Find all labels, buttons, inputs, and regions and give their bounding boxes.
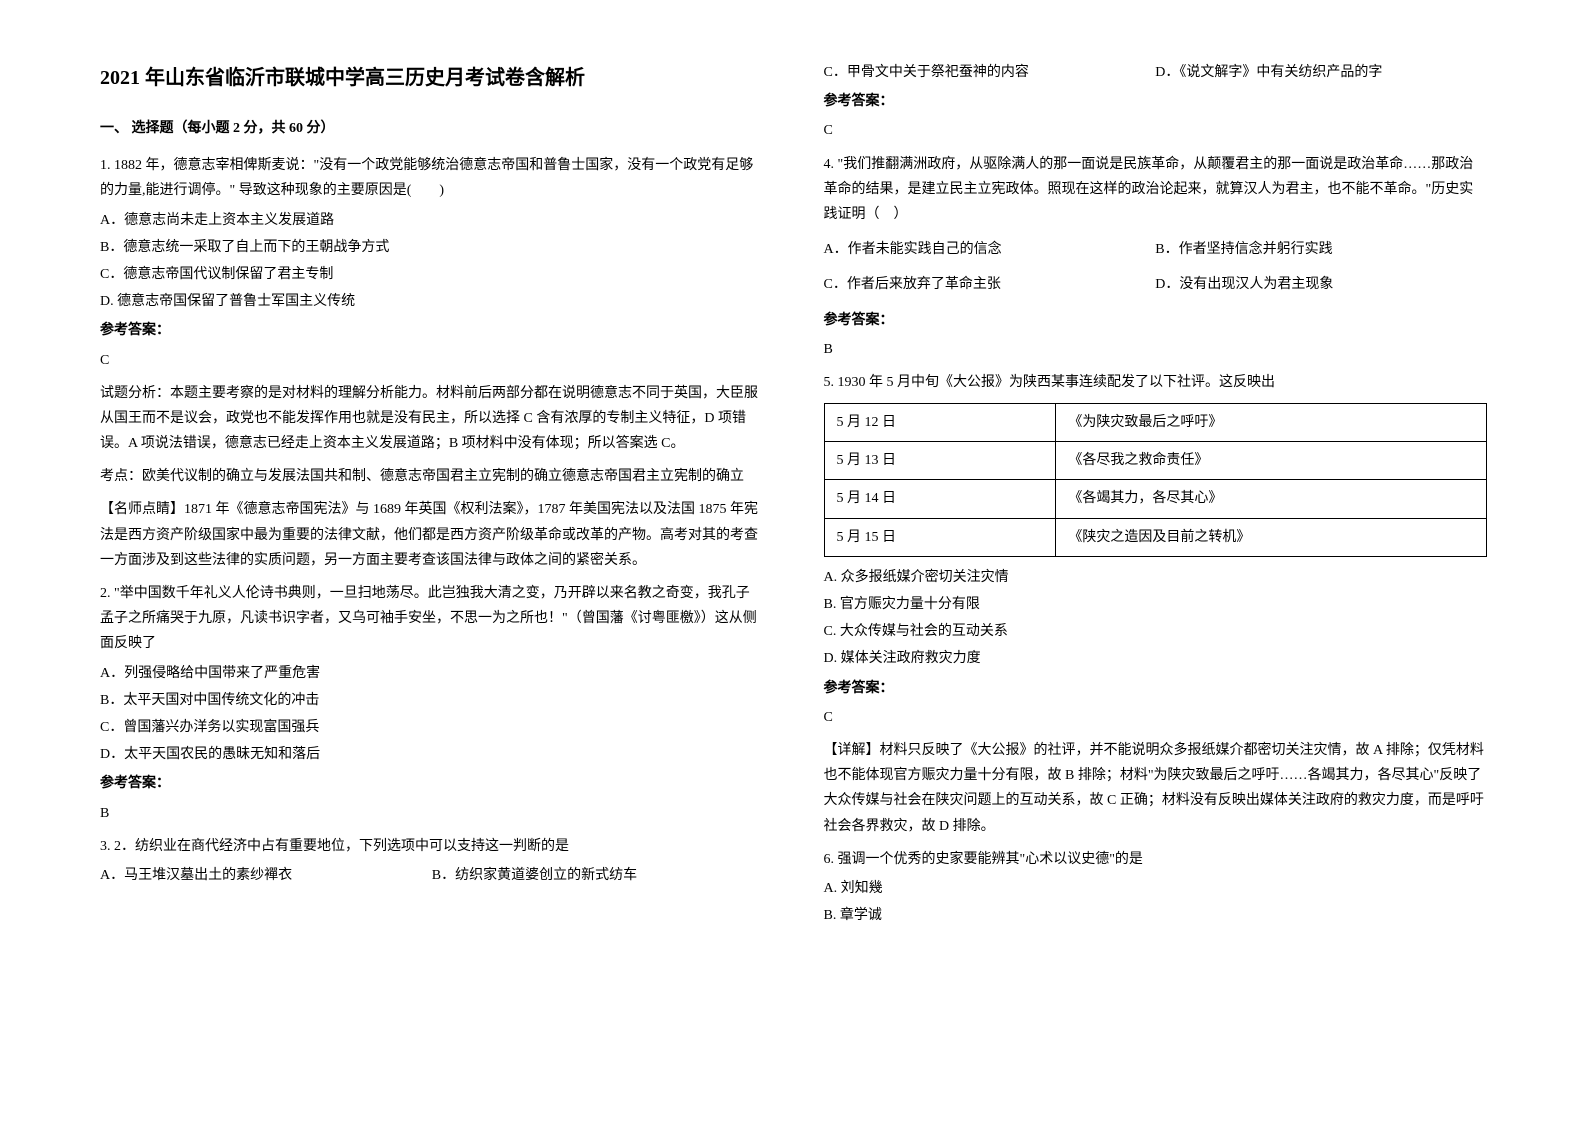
q1-option-c: C．德意志帝国代议制保留了君主专制	[100, 262, 764, 287]
table-cell: 5 月 13 日	[824, 442, 1056, 480]
question-5: 5. 1930 年 5 月中旬《大公报》为陕西某事连续配发了以下社评。这反映出 …	[824, 370, 1488, 839]
q1-explanation-1: 试题分析：本题主要考察的是对材料的理解分析能力。材料前后两部分都在说明德意志不同…	[100, 381, 764, 457]
question-2: 2. "举中国数千年礼义人伦诗书典则，一旦扫地荡尽。此岂独我大清之变，乃开辟以来…	[100, 581, 764, 826]
q2-option-d: D．太平天国农民的愚昧无知和落后	[100, 742, 764, 767]
q3-text: 3. 2．纺织业在商代经济中占有重要地位，下列选项中可以支持这一判断的是	[100, 834, 764, 859]
q3-options-row2: C．甲骨文中关于祭祀蚕神的内容 D．《说文解字》中有关纺织产品的字	[824, 60, 1488, 85]
q2-option-b: B．太平天国对中国传统文化的冲击	[100, 688, 764, 713]
right-column: C．甲骨文中关于祭祀蚕神的内容 D．《说文解字》中有关纺织产品的字 参考答案： …	[824, 60, 1488, 936]
q3-option-a: A．马王堆汉墓出土的素纱襌衣	[100, 863, 432, 888]
table-cell: 5 月 12 日	[824, 404, 1056, 442]
q5-answer: C	[824, 705, 1488, 730]
table-cell: 《为陕灾致最后之呼吁》	[1056, 404, 1487, 442]
q5-option-b: B. 官方赈灾力量十分有限	[824, 592, 1488, 617]
q4-options-row1: A．作者未能实践自己的信念 B．作者坚持信念并躬行实践	[824, 237, 1488, 262]
q4-text: 4. "我们推翻满洲政府，从驱除满人的那一面说是民族革命，从颠覆君主的那一面说是…	[824, 152, 1488, 228]
q5-option-d: D. 媒体关注政府救灾力度	[824, 646, 1488, 671]
q1-answer: C	[100, 348, 764, 373]
q2-text: 2. "举中国数千年礼义人伦诗书典则，一旦扫地荡尽。此岂独我大清之变，乃开辟以来…	[100, 581, 764, 657]
q2-answer: B	[100, 801, 764, 826]
section-1-heading: 一、 选择题（每小题 2 分，共 60 分）	[100, 116, 764, 141]
table-row: 5 月 13 日 《各尽我之救命责任》	[824, 442, 1487, 480]
q2-options: A．列强侵略给中国带来了严重危害 B．太平天国对中国传统文化的冲击 C．曾国藩兴…	[100, 661, 764, 768]
q1-options: A．德意志尚未走上资本主义发展道路 B．德意志统一采取了自上而下的王朝战争方式 …	[100, 208, 764, 315]
table-cell: 《各尽我之救命责任》	[1056, 442, 1487, 480]
q6-text: 6. 强调一个优秀的史家要能辨其"心术以议史德"的是	[824, 847, 1488, 872]
q5-table: 5 月 12 日 《为陕灾致最后之呼吁》 5 月 13 日 《各尽我之救命责任》…	[824, 403, 1488, 557]
question-6: 6. 强调一个优秀的史家要能辨其"心术以议史德"的是 A. 刘知幾 B. 章学诚	[824, 847, 1488, 929]
q2-answer-label: 参考答案：	[100, 771, 764, 796]
left-column: 2021 年山东省临沂市联城中学高三历史月考试卷含解析 一、 选择题（每小题 2…	[100, 60, 764, 936]
q4-answer-label: 参考答案：	[824, 308, 1488, 333]
exam-title: 2021 年山东省临沂市联城中学高三历史月考试卷含解析	[100, 60, 764, 96]
q4-answer: B	[824, 337, 1488, 362]
question-4: 4. "我们推翻满洲政府，从驱除满人的那一面说是民族革命，从颠覆君主的那一面说是…	[824, 152, 1488, 362]
table-row: 5 月 12 日 《为陕灾致最后之呼吁》	[824, 404, 1487, 442]
q2-option-c: C．曾国藩兴办洋务以实现富国强兵	[100, 715, 764, 740]
q1-text: 1. 1882 年，德意志宰相俾斯麦说："没有一个政党能够统治德意志帝国和普鲁士…	[100, 153, 764, 203]
q4-option-d: D．没有出现汉人为君主现象	[1155, 272, 1487, 297]
q1-option-b: B．德意志统一采取了自上而下的王朝战争方式	[100, 235, 764, 260]
q1-explanation-3: 【名师点睛】1871 年《德意志帝国宪法》与 1689 年英国《权利法案》，17…	[100, 497, 764, 573]
q5-option-c: C. 大众传媒与社会的互动关系	[824, 619, 1488, 644]
q5-explanation: 【详解】材料只反映了《大公报》的社评，并不能说明众多报纸媒介都密切关注灾情，故 …	[824, 738, 1488, 839]
table-row: 5 月 14 日 《各竭其力，各尽其心》	[824, 480, 1487, 518]
table-cell: 5 月 14 日	[824, 480, 1056, 518]
q2-option-a: A．列强侵略给中国带来了严重危害	[100, 661, 764, 686]
q3-options-row1: A．马王堆汉墓出土的素纱襌衣 B．纺织家黄道婆创立的新式纺车	[100, 863, 764, 888]
table-row: 5 月 15 日 《陕灾之造因及目前之转机》	[824, 518, 1487, 556]
q3-option-c: C．甲骨文中关于祭祀蚕神的内容	[824, 60, 1156, 85]
q6-option-a: A. 刘知幾	[824, 876, 1488, 901]
q1-option-d: D. 德意志帝国保留了普鲁士军国主义传统	[100, 289, 764, 314]
q1-explanation-2: 考点：欧美代议制的确立与发展法国共和制、德意志帝国君主立宪制的确立德意志帝国君主…	[100, 464, 764, 489]
q3-option-d: D．《说文解字》中有关纺织产品的字	[1155, 60, 1487, 85]
q5-text: 5. 1930 年 5 月中旬《大公报》为陕西某事连续配发了以下社评。这反映出	[824, 370, 1488, 395]
q5-option-a: A. 众多报纸媒介密切关注灾情	[824, 565, 1488, 590]
q6-options: A. 刘知幾 B. 章学诚	[824, 876, 1488, 928]
q1-option-a: A．德意志尚未走上资本主义发展道路	[100, 208, 764, 233]
q4-option-b: B．作者坚持信念并躬行实践	[1155, 237, 1487, 262]
table-cell: 《陕灾之造因及目前之转机》	[1056, 518, 1487, 556]
page-container: 2021 年山东省临沂市联城中学高三历史月考试卷含解析 一、 选择题（每小题 2…	[100, 60, 1487, 936]
q4-option-a: A．作者未能实践自己的信念	[824, 237, 1156, 262]
q4-options-row2: C．作者后来放弃了革命主张 D．没有出现汉人为君主现象	[824, 272, 1488, 297]
table-cell: 5 月 15 日	[824, 518, 1056, 556]
q5-options: A. 众多报纸媒介密切关注灾情 B. 官方赈灾力量十分有限 C. 大众传媒与社会…	[824, 565, 1488, 672]
q4-option-c: C．作者后来放弃了革命主张	[824, 272, 1156, 297]
question-1: 1. 1882 年，德意志宰相俾斯麦说："没有一个政党能够统治德意志帝国和普鲁士…	[100, 153, 764, 573]
table-cell: 《各竭其力，各尽其心》	[1056, 480, 1487, 518]
q6-option-b: B. 章学诚	[824, 903, 1488, 928]
q3-answer: C	[824, 118, 1488, 143]
q3-answer-label: 参考答案：	[824, 89, 1488, 114]
question-3: 3. 2．纺织业在商代经济中占有重要地位，下列选项中可以支持这一判断的是 A．马…	[100, 834, 764, 888]
q1-answer-label: 参考答案：	[100, 318, 764, 343]
q5-answer-label: 参考答案：	[824, 676, 1488, 701]
q3-option-b: B．纺织家黄道婆创立的新式纺车	[432, 863, 764, 888]
